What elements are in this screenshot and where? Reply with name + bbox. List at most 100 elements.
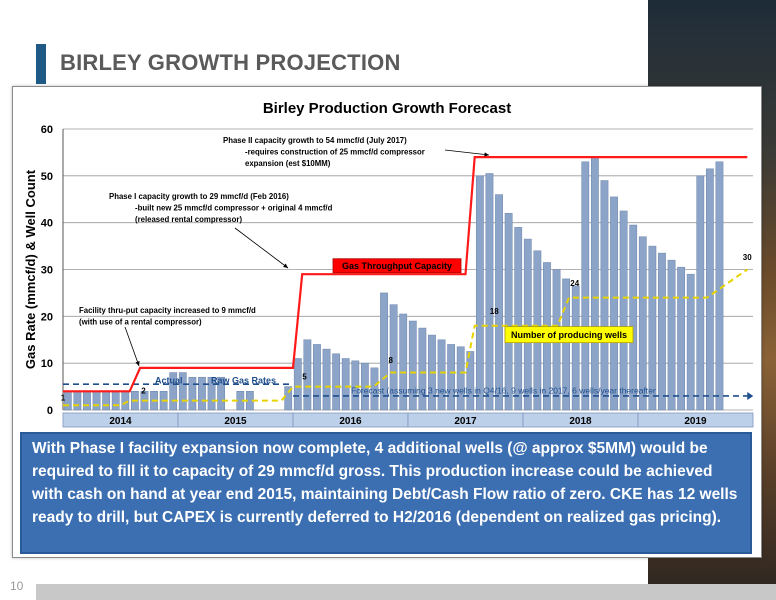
forecast-arrowhead — [747, 391, 754, 400]
wells-legend-label: Number of producing wells — [511, 330, 627, 340]
actual-bar — [188, 376, 197, 411]
actual-bar — [198, 376, 206, 411]
chart-title: Birley Production Growth Forecast — [263, 100, 511, 117]
gas-throughput-capacity-line — [63, 156, 748, 393]
title-accent-bar — [36, 44, 46, 84]
x-year-label: 2017 — [454, 416, 477, 427]
forecast-bar — [600, 180, 609, 411]
forecast-bar — [293, 358, 302, 411]
phase2-annotation-line: -requires construction of 25 mmcf/d comp… — [245, 148, 425, 157]
phase2-arrow-head — [484, 152, 489, 157]
forecast-bar — [686, 273, 695, 411]
forecast-bar — [313, 344, 321, 411]
facility-arrow — [124, 326, 140, 367]
facility-annotation-line: Facility thru-put capacity increased to … — [79, 306, 256, 315]
forecast-bar — [667, 259, 676, 411]
y-tick-label: 20 — [41, 311, 53, 323]
forecast-bar — [456, 346, 465, 411]
production-forecast-chart: Birley Production Growth Forecast 0 10 20 30… — [23, 100, 754, 428]
forecast-bar — [380, 292, 388, 411]
forecast-bar — [447, 344, 456, 411]
well-count-label: 5 — [302, 373, 307, 382]
forecast-bar — [590, 156, 599, 411]
forecast-bar — [322, 348, 331, 411]
forecast-bar — [523, 238, 532, 411]
forecast-bar — [619, 210, 628, 411]
forecast-bar — [629, 224, 638, 411]
forecast-bar — [399, 313, 408, 411]
slide-title: BIRLEY GROWTH PROJECTION — [60, 50, 401, 75]
actual-bar — [73, 391, 82, 411]
wells-legend-box — [504, 326, 634, 344]
well-count-label: 2 — [141, 387, 146, 396]
forecast-bar — [715, 161, 724, 411]
well-count-label: 8 — [389, 356, 394, 365]
phase1-annotation-line: (released rental compressor) — [135, 215, 242, 224]
y-tick-label: 30 — [41, 265, 53, 277]
actual-bar — [92, 391, 101, 411]
well-count-label: 1 — [61, 394, 66, 403]
phase1-arrow — [234, 227, 289, 269]
forecast-bar — [332, 353, 341, 411]
actual-bar — [102, 391, 111, 411]
x-year-label: 2014 — [109, 416, 132, 427]
y-tick-label: 40 — [41, 218, 53, 230]
well-count-label: 24 — [570, 279, 579, 288]
actual-label: Actual — [155, 375, 183, 385]
y-tick-label: 0 — [47, 405, 53, 417]
forecast-bar — [705, 168, 714, 411]
forecast-bar — [658, 252, 666, 411]
forecast-bar — [696, 175, 705, 411]
summary-callout: With Phase I facility expansion now comp… — [20, 432, 752, 554]
well-count-label: 18 — [490, 307, 499, 316]
forecast-bar — [466, 351, 475, 411]
forecast-bar — [610, 196, 618, 411]
actual-bar — [178, 372, 187, 411]
phase2-annotation-line: expansion (est $10MM) — [245, 159, 331, 168]
actual-bar — [121, 391, 130, 411]
forecast-bar — [581, 161, 590, 411]
phase1-annotation-line: Phase I capacity growth to 29 mmcf/d (Fe… — [109, 192, 289, 201]
phase1-arrow-head — [283, 263, 288, 268]
forecast-bar — [677, 266, 686, 411]
facility-annotation-line: (with use of a rental compressor) — [79, 318, 202, 327]
forecast-bar — [638, 236, 647, 411]
phase1-annotation-line: -built new 25 mmcf/d compressor + origin… — [135, 204, 333, 213]
page-number: 10 — [10, 579, 24, 593]
x-year-label: 2015 — [224, 416, 247, 427]
well-count-label: 30 — [743, 253, 752, 262]
chart-panel: Birley Production Growth Forecast 0 10 20 30… — [12, 86, 762, 558]
forecast-bar — [341, 358, 350, 411]
x-year-label: 2019 — [684, 416, 707, 427]
producing-wells-line — [63, 268, 748, 407]
forecast-bar — [303, 339, 312, 411]
forecast-bar — [389, 304, 398, 411]
year-band-cell — [637, 412, 754, 428]
y-axis-label: Gas Rate (mmcf/d) & Well Count — [23, 169, 38, 369]
forecast-bar — [351, 360, 360, 411]
raw-gas-rates-label: Raw Gas Rates — [211, 375, 276, 385]
x-year-label: 2018 — [569, 416, 592, 427]
forecast-bar — [437, 339, 446, 411]
forecast-bar — [495, 194, 503, 411]
forecast-label: Forecast (assuming 3 new wells in Q4/16,… — [351, 386, 656, 396]
forecast-bar — [370, 367, 379, 411]
forecast-bar — [408, 320, 417, 411]
forecast-bar — [571, 285, 580, 411]
capacity-legend-box — [332, 258, 462, 274]
capacity-legend-label: Gas Throughput Capacity — [342, 261, 452, 271]
phase2-arrow — [444, 149, 490, 156]
y-tick-label: 10 — [41, 358, 53, 370]
forecast-bar — [514, 227, 523, 411]
forecast-bar — [562, 278, 571, 411]
phase2-annotation-line: Phase II capacity growth to 54 mmcf/d (J… — [223, 136, 407, 145]
forecast-bar — [485, 173, 494, 411]
footer-bar — [36, 584, 776, 600]
forecast-bar — [418, 327, 427, 411]
y-tick-label: 60 — [41, 124, 53, 136]
actual-bar — [217, 376, 226, 411]
forecast-bar — [504, 213, 513, 411]
y-tick-label: 50 — [41, 171, 53, 183]
x-year-label: 2016 — [339, 416, 362, 427]
actual-bar — [63, 391, 72, 411]
